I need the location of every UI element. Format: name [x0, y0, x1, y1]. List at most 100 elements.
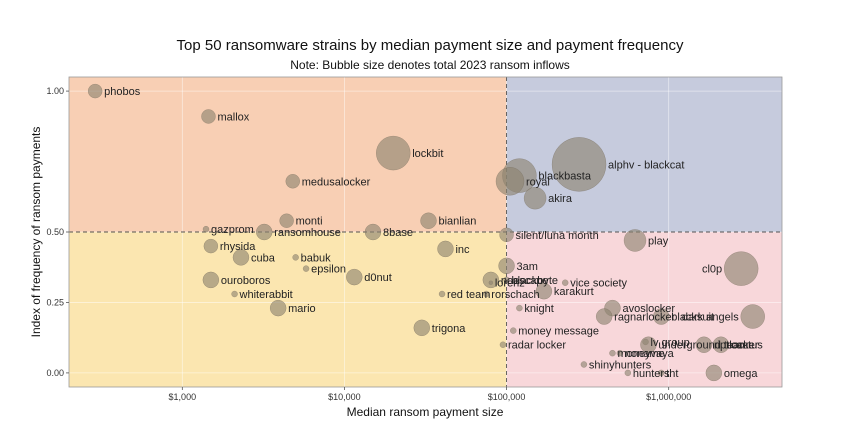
y-tick-label: 1.00	[46, 86, 64, 96]
bubble	[495, 167, 525, 196]
bubble-label: rhysida	[220, 241, 256, 253]
bubble	[438, 290, 446, 298]
bubble-label: lorenz	[495, 278, 525, 290]
bubble	[616, 349, 624, 357]
bubble-label: lockbit	[412, 148, 443, 160]
bubble	[364, 223, 382, 241]
bubble	[203, 238, 219, 254]
bubble-label: vice society	[570, 278, 627, 290]
chart-title: Top 50 ransomware strains by median paym…	[177, 37, 684, 54]
bubble	[609, 349, 616, 357]
bubble	[510, 327, 517, 334]
bubble	[498, 257, 515, 275]
chart-subtitle: Note: Bubble size denotes total 2023 ran…	[290, 58, 570, 72]
x-tick-label: $100,000	[488, 392, 526, 402]
bubble	[255, 223, 273, 241]
bubble	[232, 249, 250, 266]
bubble	[292, 254, 299, 261]
bubble-label: bianlian	[439, 216, 477, 228]
bubble-label: red team	[447, 289, 490, 301]
x-axis-label: Median ransom payment size	[347, 405, 504, 419]
bubble-label: akira	[548, 193, 573, 205]
y-axis-label: Index of frequency of ransom payments	[29, 127, 43, 338]
bubble-label: alphv - blackcat	[608, 159, 684, 171]
bubble-label: noname	[625, 348, 665, 360]
y-tick-label: 0.50	[46, 227, 64, 237]
bubble-label: knight	[524, 303, 553, 315]
bubble	[705, 364, 723, 382]
bubble	[375, 135, 411, 171]
bubble	[202, 225, 210, 233]
bubble	[516, 304, 523, 312]
bubble-label: dark angels	[682, 312, 739, 324]
bubble-label: d0nut	[364, 272, 392, 284]
bubble	[499, 341, 507, 348]
bubble-label: shinyhunters	[589, 359, 652, 371]
bubble-label: radar locker	[508, 340, 566, 352]
bubble	[595, 308, 613, 325]
bubble	[483, 290, 490, 298]
bubble-label: 8base	[383, 227, 413, 239]
quadrant-top-left	[69, 77, 507, 232]
bubble	[231, 290, 238, 298]
bubble-label: moneyvaya	[617, 348, 674, 360]
bubble-label: karakurt	[554, 286, 594, 298]
x-tick-label: $1,000	[169, 392, 197, 402]
bubble	[723, 251, 759, 286]
bubble	[658, 369, 665, 377]
bubble-label: monti	[296, 216, 323, 228]
bubble-label: babuk	[301, 252, 331, 264]
bubble-label: underground team	[658, 340, 748, 352]
bubble	[202, 271, 220, 289]
bubble	[712, 336, 730, 353]
bubble	[535, 282, 553, 300]
bubble-label: royal	[526, 176, 550, 188]
bubble-label: ransomhouse	[274, 227, 341, 239]
bubble-label: tht	[666, 368, 678, 380]
bubble	[279, 213, 294, 228]
bubble	[285, 174, 301, 189]
bubble	[413, 319, 431, 337]
bubble	[437, 240, 454, 258]
bubble-label: blackbyte	[512, 275, 558, 287]
bubble-label: 3am	[517, 261, 538, 273]
bubble	[740, 304, 765, 329]
bubble	[420, 212, 437, 229]
bubble	[302, 265, 310, 272]
bubble-label: cuba	[251, 252, 276, 264]
quadrant-top-right	[506, 77, 782, 232]
bubble	[580, 361, 588, 368]
bubble-label: omega	[724, 368, 759, 380]
bubble	[624, 369, 632, 377]
x-tick-label: $10,000	[328, 392, 361, 402]
bubble-label: lv group	[651, 337, 690, 349]
bubble-label: inc	[455, 244, 470, 256]
quadrant-bottom-left	[69, 232, 507, 387]
y-axis-ticks: 0.00 0.25 0.50 1.00	[46, 86, 69, 378]
bubble-labels: phobos mallox lockbit blackbasta alphv - bla…	[104, 86, 763, 380]
bubble-label: ouroboros	[221, 275, 271, 287]
bubble	[482, 271, 500, 289]
bubble-label: play	[648, 235, 669, 247]
bubble-label: mario	[288, 303, 316, 315]
bubble-label: ragnarlocker	[614, 312, 675, 324]
y-tick-label: 0.25	[46, 297, 64, 307]
bubble-label: medusalocker	[302, 176, 371, 188]
bubble	[201, 109, 216, 124]
bubble	[499, 227, 514, 243]
bubble-label: mallox	[217, 111, 249, 123]
bubble-label: blacksuit	[671, 312, 714, 324]
bubble	[551, 137, 607, 192]
bubble	[523, 186, 547, 210]
bubble-label: silent/luna month	[516, 230, 599, 242]
bubble-label: rorschach	[491, 289, 539, 301]
bubble-label: blackbasta	[538, 171, 591, 183]
bubble	[695, 336, 713, 353]
bubble-label: gazprom	[211, 224, 254, 236]
bubble	[653, 308, 670, 325]
bubble-label: money message	[518, 326, 599, 338]
bubble	[561, 279, 569, 286]
bubble	[640, 336, 657, 353]
x-tick-label: $1,000,000	[646, 392, 691, 402]
